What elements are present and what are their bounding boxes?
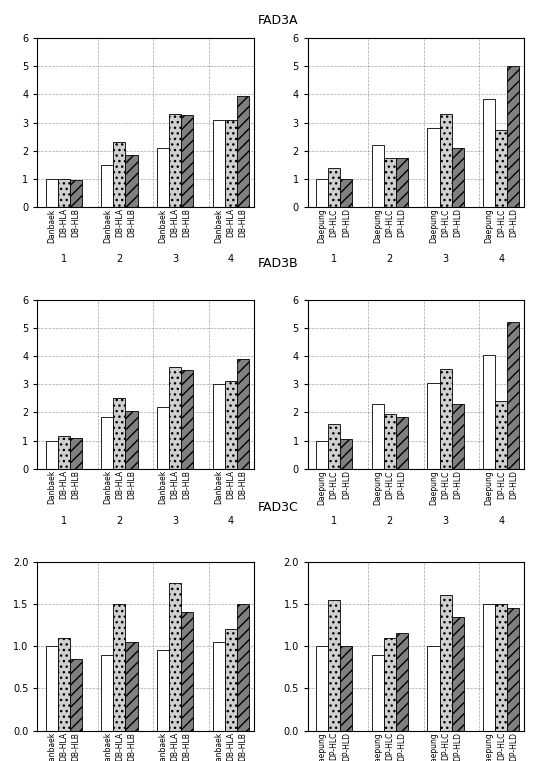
Bar xyxy=(237,96,249,207)
Bar xyxy=(70,180,82,207)
Bar xyxy=(212,384,225,469)
Bar xyxy=(225,629,237,731)
Bar xyxy=(237,359,249,469)
Text: 1: 1 xyxy=(60,254,67,264)
Text: FAD3A: FAD3A xyxy=(258,14,299,27)
Bar xyxy=(169,368,181,469)
Bar xyxy=(340,179,353,207)
Bar xyxy=(483,604,495,731)
Bar xyxy=(58,179,70,207)
Bar xyxy=(427,128,440,207)
Text: 2: 2 xyxy=(116,254,123,264)
Bar xyxy=(101,417,113,469)
Text: 4: 4 xyxy=(498,254,505,264)
Bar xyxy=(495,129,507,207)
Bar xyxy=(58,436,70,469)
Bar xyxy=(452,148,464,207)
Text: 4: 4 xyxy=(228,254,234,264)
Bar xyxy=(169,114,181,207)
Bar xyxy=(225,381,237,469)
Text: 4: 4 xyxy=(498,516,505,526)
Bar xyxy=(384,414,396,469)
Text: 2: 2 xyxy=(116,516,123,526)
Text: 2: 2 xyxy=(387,254,393,264)
Bar xyxy=(70,438,82,469)
Bar xyxy=(372,145,384,207)
Bar xyxy=(328,600,340,731)
Bar xyxy=(181,613,193,731)
Bar xyxy=(45,441,58,469)
Bar xyxy=(237,604,249,731)
Bar xyxy=(125,642,137,731)
Bar xyxy=(181,116,193,207)
Bar xyxy=(157,148,169,207)
Text: 2: 2 xyxy=(387,516,393,526)
Bar xyxy=(440,595,452,731)
Bar xyxy=(495,401,507,469)
Bar xyxy=(169,583,181,731)
Bar xyxy=(125,155,137,207)
Bar xyxy=(372,404,384,469)
Text: 1: 1 xyxy=(331,516,337,526)
Bar xyxy=(396,633,408,731)
Bar xyxy=(212,119,225,207)
Bar xyxy=(452,616,464,731)
Bar xyxy=(125,411,137,469)
Bar xyxy=(396,417,408,469)
Text: 4: 4 xyxy=(228,516,234,526)
Bar xyxy=(316,179,328,207)
Bar xyxy=(507,608,519,731)
Text: 1: 1 xyxy=(331,254,337,264)
Text: FAD3B: FAD3B xyxy=(258,257,299,270)
Bar xyxy=(225,119,237,207)
Bar xyxy=(58,638,70,731)
Bar xyxy=(328,167,340,207)
Text: FAD3C: FAD3C xyxy=(258,501,299,514)
Bar xyxy=(440,369,452,469)
Bar xyxy=(101,164,113,207)
Bar xyxy=(340,646,353,731)
Bar xyxy=(101,654,113,731)
Bar xyxy=(483,99,495,207)
Bar xyxy=(328,424,340,469)
Bar xyxy=(316,646,328,731)
Bar xyxy=(396,158,408,207)
Bar xyxy=(316,441,328,469)
Bar xyxy=(70,659,82,731)
Bar xyxy=(45,179,58,207)
Bar xyxy=(384,158,396,207)
Text: 1: 1 xyxy=(60,516,67,526)
Bar xyxy=(113,398,125,469)
Bar xyxy=(507,66,519,207)
Text: 3: 3 xyxy=(172,254,178,264)
Bar xyxy=(113,142,125,207)
Bar xyxy=(507,323,519,469)
Bar xyxy=(372,654,384,731)
Text: 3: 3 xyxy=(172,516,178,526)
Bar xyxy=(427,383,440,469)
Bar xyxy=(340,439,353,469)
Bar xyxy=(45,646,58,731)
Bar xyxy=(212,642,225,731)
Bar xyxy=(157,407,169,469)
Bar xyxy=(495,604,507,731)
Bar xyxy=(483,355,495,469)
Bar xyxy=(427,646,440,731)
Text: 3: 3 xyxy=(442,516,449,526)
Text: 3: 3 xyxy=(442,254,449,264)
Bar xyxy=(440,114,452,207)
Bar xyxy=(113,604,125,731)
Bar xyxy=(384,638,396,731)
Bar xyxy=(452,404,464,469)
Bar xyxy=(157,651,169,731)
Bar xyxy=(181,371,193,469)
